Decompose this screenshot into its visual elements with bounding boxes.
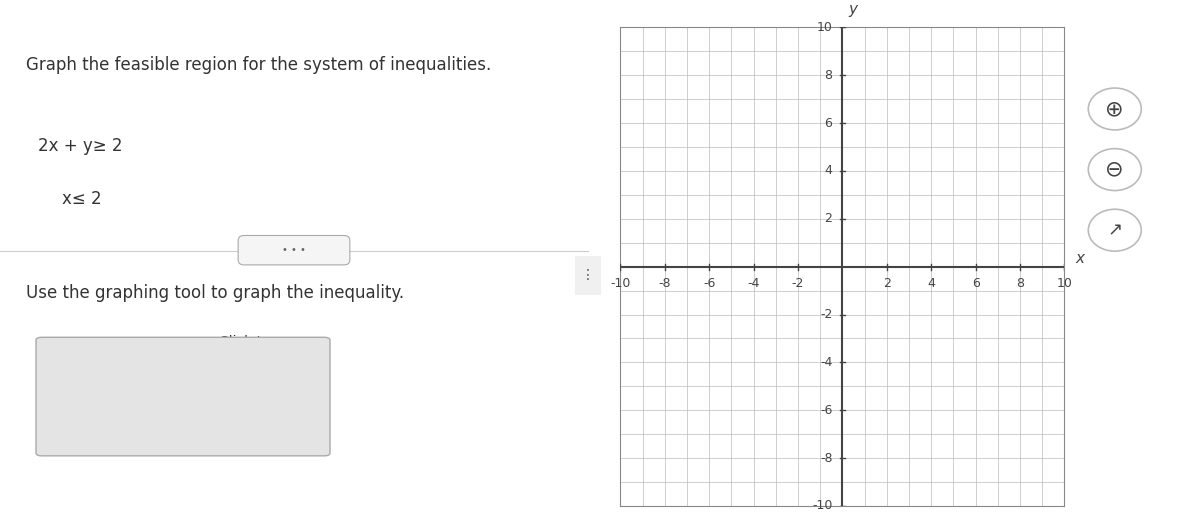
Text: -8: -8 <box>659 277 671 290</box>
Text: Click to: Click to <box>220 335 271 349</box>
Text: -4: -4 <box>748 277 760 290</box>
Text: x: x <box>1075 251 1085 266</box>
Text: • • •: • • • <box>282 245 306 255</box>
Text: 8: 8 <box>1016 277 1024 290</box>
Text: 10: 10 <box>816 21 833 34</box>
Text: -2: -2 <box>820 308 833 321</box>
Text: 4: 4 <box>928 277 935 290</box>
Text: -2: -2 <box>792 277 804 290</box>
Text: 2: 2 <box>824 212 833 226</box>
Text: ⋮: ⋮ <box>581 268 595 282</box>
Text: Graph the feasible region for the system of inequalities.: Graph the feasible region for the system… <box>26 55 492 73</box>
Text: -10: -10 <box>812 500 833 512</box>
Text: 10: 10 <box>1056 277 1073 290</box>
Text: y: y <box>848 2 857 17</box>
Text: ⊕: ⊕ <box>1105 99 1124 119</box>
Text: Use the graphing tool to graph the inequality.: Use the graphing tool to graph the inequ… <box>26 284 404 301</box>
Text: 6: 6 <box>824 116 833 130</box>
Text: 4: 4 <box>824 164 833 178</box>
Text: 2x + y≥ 2: 2x + y≥ 2 <box>38 136 122 154</box>
Text: -10: -10 <box>611 277 630 290</box>
Text: -6: -6 <box>703 277 715 290</box>
Text: -4: -4 <box>820 356 833 369</box>
Text: 6: 6 <box>972 277 979 290</box>
Text: x≤ 2: x≤ 2 <box>61 190 101 208</box>
Text: -6: -6 <box>820 404 833 417</box>
Ellipse shape <box>1088 209 1141 251</box>
Text: ⊖: ⊖ <box>1105 160 1124 180</box>
Text: graph: graph <box>224 394 265 408</box>
FancyBboxPatch shape <box>574 253 602 297</box>
Text: ↗: ↗ <box>1108 221 1122 239</box>
Ellipse shape <box>1088 149 1141 191</box>
Ellipse shape <box>1088 88 1141 130</box>
Text: 2: 2 <box>883 277 890 290</box>
Text: -8: -8 <box>820 452 833 465</box>
Text: 8: 8 <box>824 69 833 82</box>
Text: enlarge: enlarge <box>218 365 271 379</box>
FancyBboxPatch shape <box>238 236 350 265</box>
